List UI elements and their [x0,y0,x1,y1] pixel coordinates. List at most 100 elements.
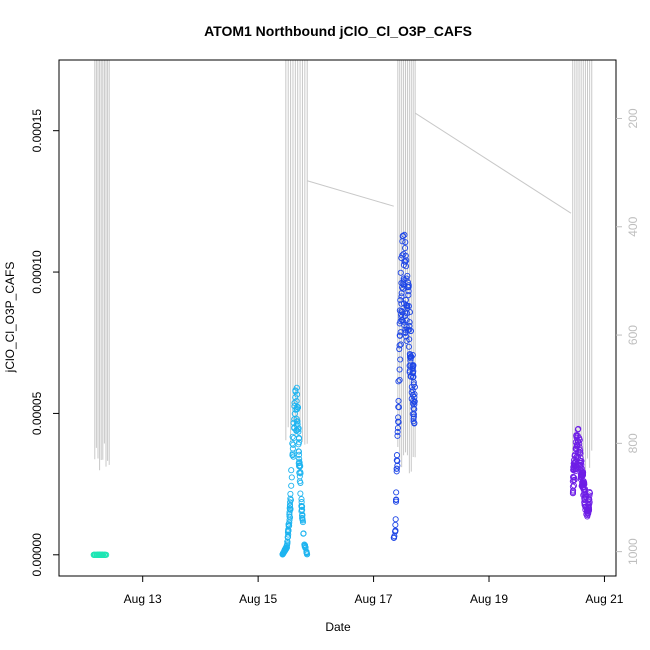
data-point [581,495,588,502]
y-axis-label: jClO_Cl_O3P_CAFS [3,262,17,374]
data-point [571,460,578,467]
data-point [295,448,302,455]
data-point [296,439,303,446]
x-axis-label: Date [325,620,351,634]
data-point [90,551,97,558]
data-point [395,419,402,426]
data-point [290,434,297,442]
data-point [410,405,417,412]
data-point [301,543,308,550]
data-point [295,462,303,470]
altitude-transit-line [307,180,394,207]
altitude-trace [94,60,593,475]
data-point [402,258,409,265]
data-point [287,490,294,497]
data-point [402,326,409,333]
data-point [409,387,416,394]
data-point [394,462,401,469]
data-point [94,551,101,558]
data-point [395,404,402,411]
x-tick-label: Aug 13 [124,592,162,606]
plot-frame [58,59,617,577]
x-tick-label: Aug 17 [355,592,393,606]
data-point [396,377,403,384]
data-point [392,521,399,528]
data-point [394,424,402,432]
data-point [285,528,292,535]
data-point [575,425,582,432]
data-point [570,487,577,494]
data-point [281,548,288,555]
data-point [399,232,406,239]
data-point [391,533,398,540]
data-point [396,345,403,353]
data-point [581,499,588,506]
data-point [406,319,413,326]
data-point [409,362,416,369]
data-point [410,379,417,386]
data-point [405,343,412,350]
data-point [295,434,303,441]
y-tick-label: 0.00015 [30,109,44,153]
data-point [393,489,400,496]
y2-tick-label: 400 [626,216,640,236]
data-point [573,454,580,461]
data-point [569,490,577,497]
data-point [291,403,298,410]
data-point [392,516,399,523]
x-tick-label: Aug 21 [585,592,623,606]
data-point [579,472,586,479]
data-point [402,309,409,316]
data-point [392,527,399,534]
data-point [405,282,412,289]
y2-tick-label: 600 [626,325,640,345]
data-point [395,397,402,404]
data-point [285,531,292,538]
data-point [580,480,587,487]
data-point [396,342,403,349]
data-point [403,317,410,324]
y2-tick-label: 800 [626,433,640,453]
data-point [585,501,592,509]
data-point [401,244,409,252]
data-point [400,285,407,292]
data-point [286,519,293,526]
data-point [298,503,305,510]
chart-title: ATOM1 Northbound jClO_Cl_O3P_CAFS [204,23,472,39]
data-point [303,551,311,558]
data-point [579,472,586,479]
data-point [299,517,306,524]
data-point [411,419,418,426]
data-point [401,312,408,320]
y2-tick-label: 1000 [626,538,640,565]
secondary-y-axis: 200 400 600 800 1000 [616,108,640,565]
data-point [570,473,577,480]
data-point [397,356,404,363]
data-point [289,433,296,440]
data-point [396,320,403,327]
data-point [396,366,403,373]
data-point [401,300,408,307]
data-point [406,336,413,343]
data-point [410,413,417,420]
data-point [409,365,416,372]
data-point [97,551,104,558]
data-point [569,478,576,485]
data-point [292,387,299,394]
data-point [393,468,400,475]
x-axis: Aug 13 Aug 15 Aug 17 Aug 19 Aug 21 [124,576,624,606]
data-point [393,496,400,503]
x-tick-label: Aug 15 [239,592,277,606]
data-point [577,454,584,461]
data-point [290,441,297,448]
data-point [284,534,291,541]
data-point [297,469,304,476]
data-points [90,231,594,558]
data-point [400,250,407,258]
data-point [405,288,412,295]
data-point [411,391,418,398]
data-point [291,416,298,423]
data-point [401,231,408,238]
data-point [288,467,295,474]
